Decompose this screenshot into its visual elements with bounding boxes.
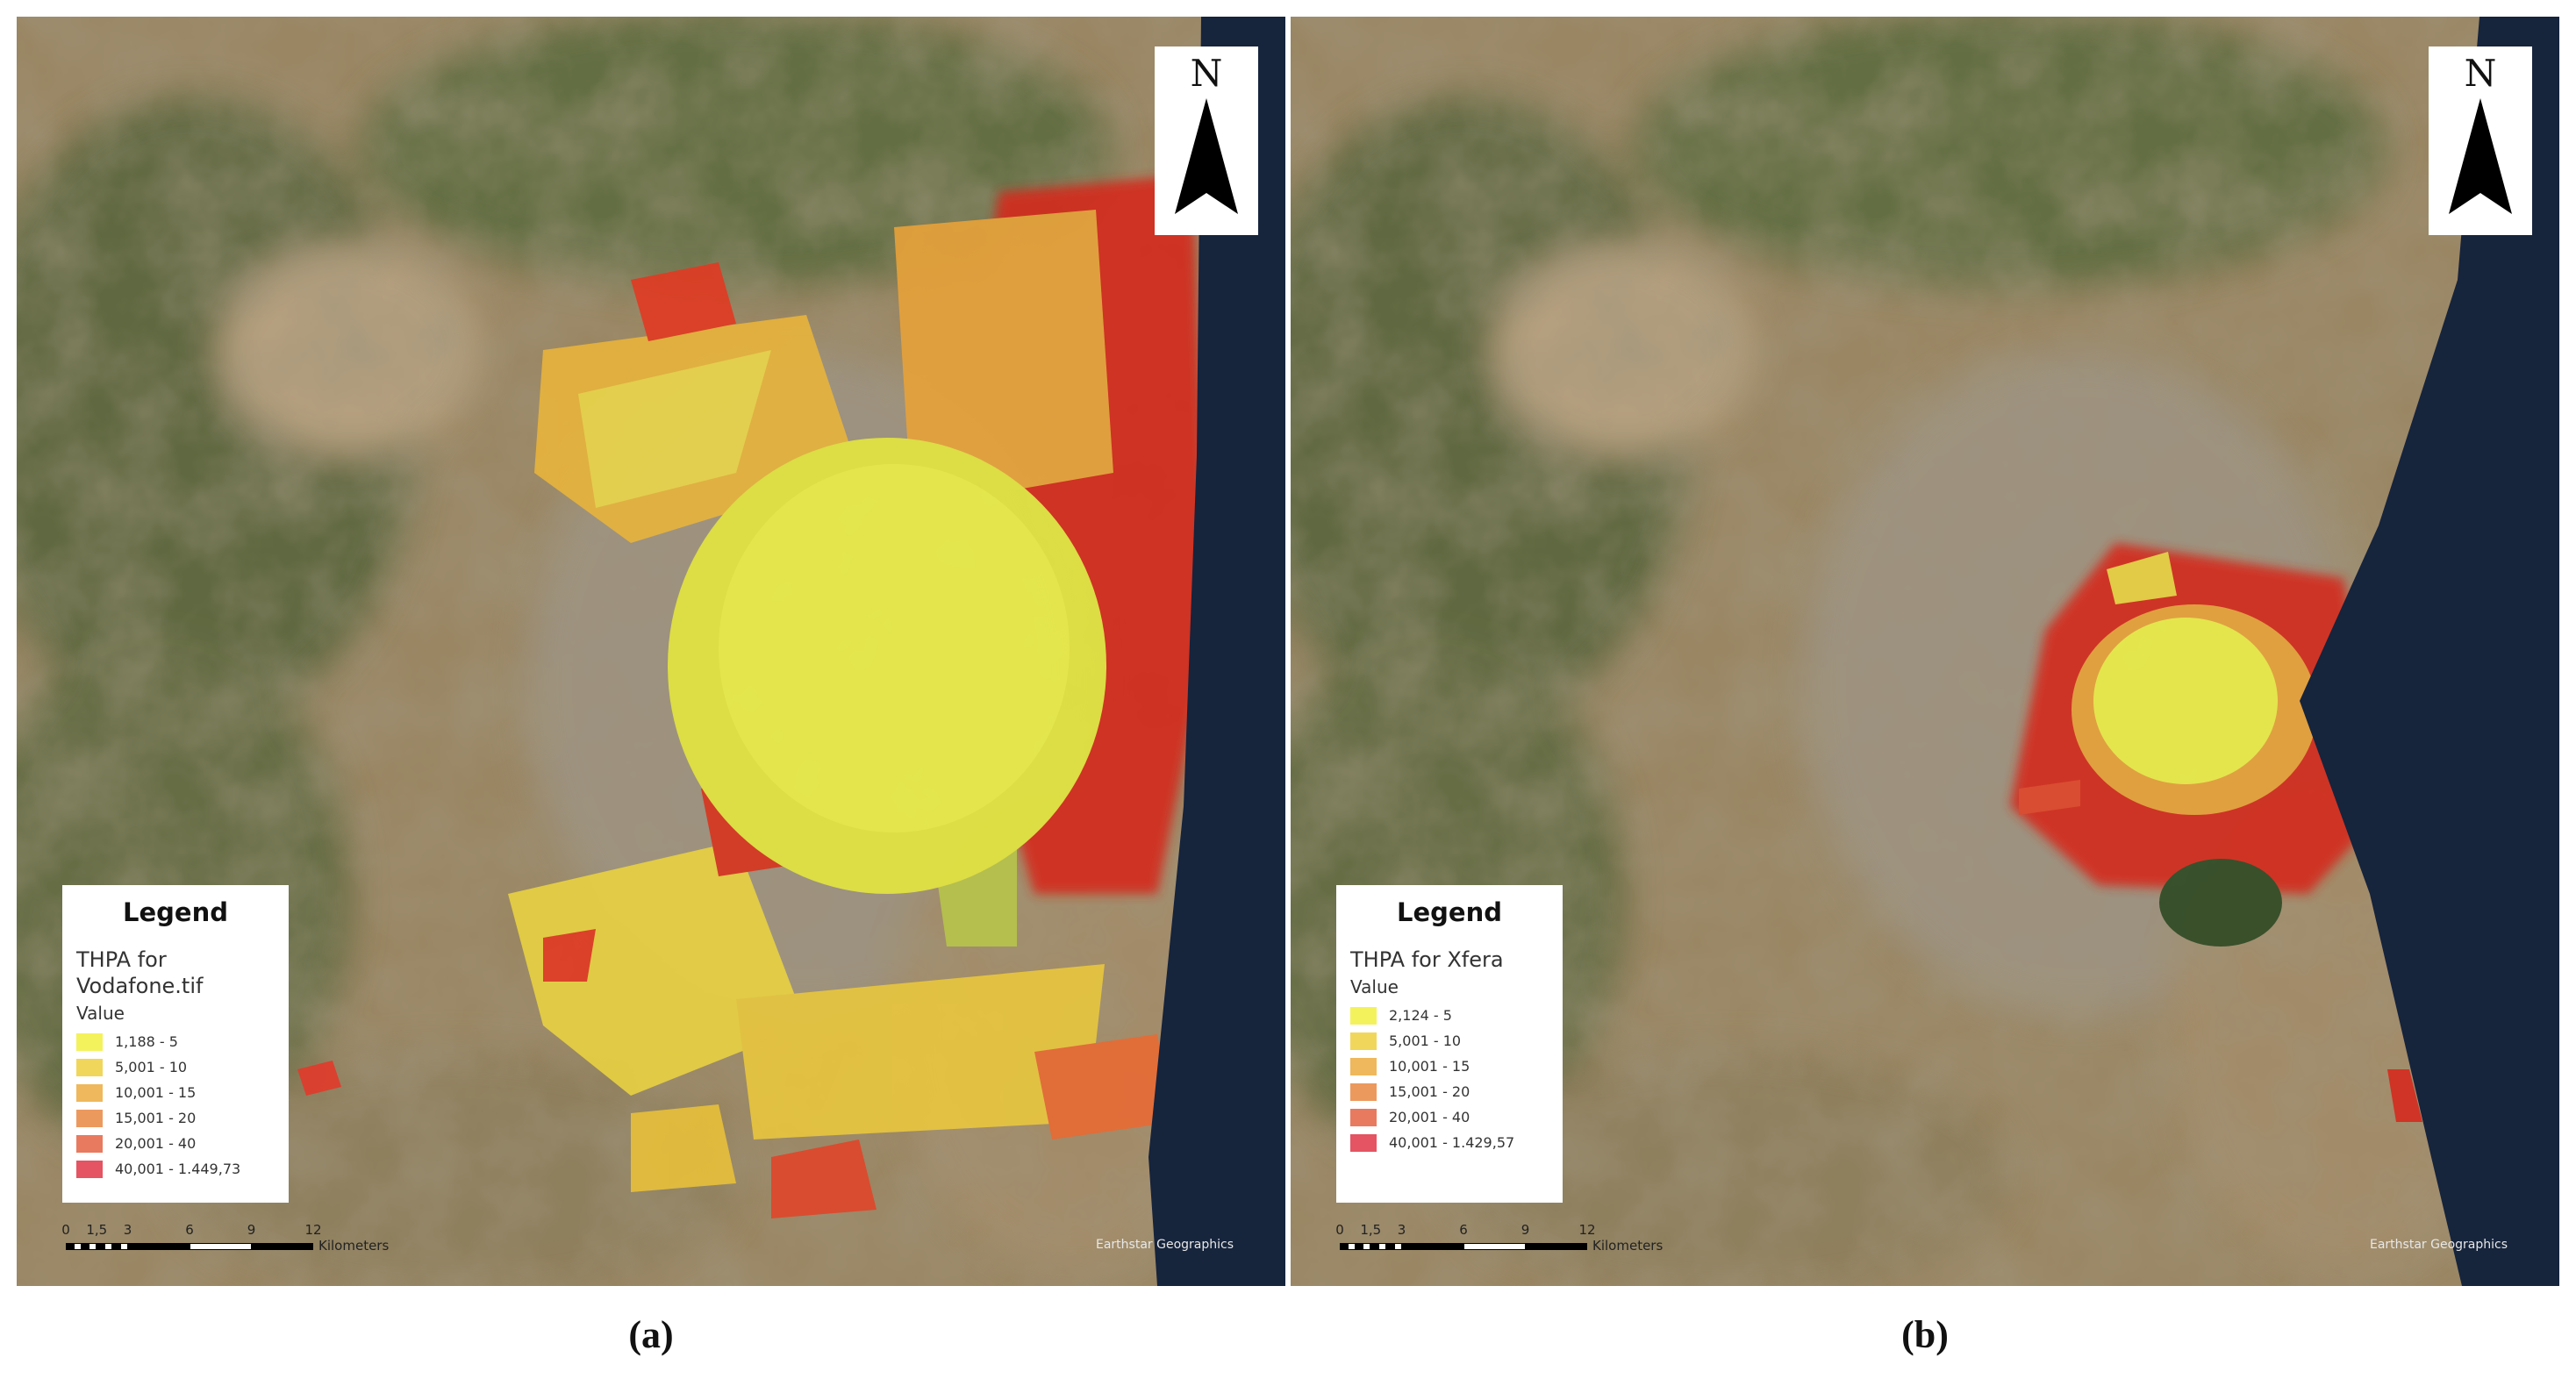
scale-tick-label: 3	[123, 1222, 132, 1238]
north-arrow-icon	[2449, 98, 2512, 214]
scale-tick-label: 3	[1397, 1222, 1406, 1238]
scale-segment	[104, 1243, 112, 1250]
scale-segment	[1401, 1243, 1463, 1250]
legend: Legend THPA for Xfera Value 2,124 - 5 5,001 …	[1336, 885, 1563, 1203]
legend-swatch	[76, 1109, 103, 1127]
legend-swatch	[1350, 1032, 1377, 1050]
legend-row: 15,001 - 20	[1350, 1079, 1549, 1104]
sea	[2300, 17, 2559, 1286]
legend-layer: THPA for Xfera	[1350, 947, 1504, 972]
scale-segment	[1525, 1243, 1587, 1250]
legend-row: 10,001 - 15	[76, 1080, 275, 1105]
legend-field: Value	[76, 1003, 125, 1024]
legend-row: 20,001 - 40	[1350, 1104, 1549, 1130]
scale-tick-label: 1,5	[1360, 1222, 1382, 1238]
legend-swatch	[76, 1032, 103, 1051]
scale-segment	[119, 1243, 128, 1250]
scale-segment	[81, 1243, 89, 1250]
legend-label: 2,124 - 5	[1389, 1007, 1452, 1024]
legend-row: 15,001 - 20	[76, 1105, 275, 1131]
scale-segment	[1340, 1243, 1348, 1250]
scale-tick-label: 0	[61, 1222, 70, 1238]
legend: Legend THPA for Vodafone.tif Value 1,188 - …	[62, 885, 289, 1203]
scale-segment	[190, 1243, 252, 1250]
scale-segment	[251, 1243, 313, 1250]
attribution: Earthstar Geographics	[2370, 1238, 2508, 1252]
legend-row: 5,001 - 10	[1350, 1028, 1549, 1054]
legend-label: 20,001 - 40	[115, 1135, 197, 1152]
north-arrow: N	[2429, 46, 2532, 235]
north-arrow-icon	[1175, 98, 1238, 214]
legend-row: 5,001 - 10	[76, 1054, 275, 1080]
scale-tick-label: 9	[247, 1222, 256, 1238]
legend-row: 20,001 - 40	[76, 1131, 275, 1156]
attribution: Earthstar Geographics	[1096, 1238, 1234, 1252]
scale-segment	[1363, 1243, 1371, 1250]
legend-row: 1,188 - 5	[76, 1029, 275, 1054]
scale-segment	[73, 1243, 82, 1250]
legend-heading: Legend	[123, 897, 228, 927]
north-label: N	[2464, 52, 2497, 95]
scale-tick-label: 0	[1335, 1222, 1344, 1238]
legend-label: 5,001 - 10	[1389, 1032, 1462, 1049]
scale-segment	[1385, 1243, 1394, 1250]
scale-segment	[111, 1243, 120, 1250]
scale-tick-label: 6	[1459, 1222, 1468, 1238]
legend-heading: Legend	[1397, 897, 1502, 927]
map-panel	[1238, 17, 2559, 1286]
caption: (b)	[1901, 1313, 1949, 1356]
legend-swatch	[1350, 1082, 1377, 1101]
legend-swatch	[1350, 1006, 1377, 1025]
scale-segment	[1378, 1243, 1386, 1250]
legend-row: 10,001 - 15	[1350, 1054, 1549, 1079]
legend-swatch	[1350, 1108, 1377, 1126]
legend-row: 40,001 - 1.449,73	[76, 1156, 275, 1182]
sea	[1148, 17, 1285, 1286]
legend-swatch	[1350, 1057, 1377, 1075]
legend-label: 10,001 - 15	[115, 1084, 197, 1101]
scale-segment	[1370, 1243, 1379, 1250]
scale-segment	[1463, 1243, 1526, 1250]
legend-label: 40,001 - 1.429,57	[1389, 1134, 1515, 1151]
scale-tick-label: 1,5	[86, 1222, 108, 1238]
legend-label: 15,001 - 20	[115, 1110, 197, 1126]
legend-swatch	[76, 1083, 103, 1102]
scale-segment	[1393, 1243, 1402, 1250]
legend-field: Value	[1350, 976, 1399, 997]
coverage	[297, 175, 1210, 1218]
scale-segment	[97, 1243, 105, 1250]
legend-label: 15,001 - 20	[1389, 1083, 1470, 1100]
legend-layer: THPA for Vodafone.tif	[76, 947, 204, 998]
legend-label: 5,001 - 10	[115, 1059, 188, 1075]
legend-row: 2,124 - 5	[1350, 1003, 1549, 1028]
caption: (a)	[628, 1313, 674, 1356]
legend-swatch	[1350, 1133, 1377, 1152]
scale-tick-label: 6	[185, 1222, 194, 1238]
legend-swatch	[76, 1134, 103, 1153]
scale-tick-label: 12	[1578, 1222, 1596, 1238]
scale-segment	[89, 1243, 97, 1250]
scale-tick-label: 9	[1521, 1222, 1530, 1238]
north-label: N	[1190, 52, 1223, 95]
legend-label: 1,188 - 5	[115, 1033, 178, 1050]
scale-segment	[1355, 1243, 1363, 1250]
scale-segment	[66, 1243, 74, 1250]
legend-row: 40,001 - 1.429,57	[1350, 1130, 1549, 1155]
scale-unit: Kilometers	[1592, 1238, 1664, 1254]
legend-label: 20,001 - 40	[1389, 1109, 1470, 1125]
scale-segment	[1347, 1243, 1356, 1250]
legend-label: 10,001 - 15	[1389, 1058, 1470, 1075]
legend-label: 40,001 - 1.449,73	[115, 1161, 241, 1177]
legend-swatch	[76, 1160, 103, 1178]
scale-tick-label: 12	[304, 1222, 322, 1238]
coverage	[2010, 543, 2422, 1122]
scale-unit: Kilometers	[318, 1238, 390, 1254]
map-panel	[0, 17, 1285, 1286]
legend-swatch	[76, 1058, 103, 1076]
north-arrow: N	[1155, 46, 1258, 235]
scale-segment	[127, 1243, 190, 1250]
